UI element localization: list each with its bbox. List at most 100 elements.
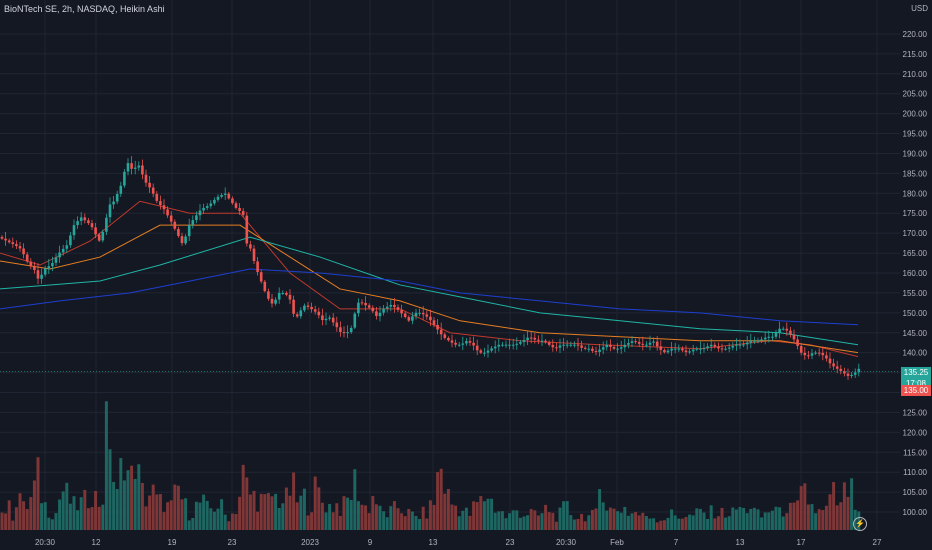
price-axis[interactable]: 100.00105.00110.00115.00120.00125.00130.… [903, 30, 928, 517]
volume-bar [90, 507, 94, 530]
candle-body [385, 306, 389, 309]
candle-body [144, 174, 148, 183]
y-tick-label: 120.00 [903, 428, 928, 437]
x-tick-label: 27 [873, 538, 882, 547]
volume-bar [634, 512, 638, 530]
time-axis[interactable]: 20:30 12 19 23 2023 9 13 23 20:30 Feb 7 13 17 27 [35, 538, 882, 547]
volume-bar [468, 515, 472, 530]
x-tick-label: 17 [797, 538, 806, 547]
candle-body [54, 257, 58, 263]
candle-body [159, 201, 162, 206]
candle-body [137, 165, 141, 168]
candle-body [25, 254, 29, 262]
candle-body [648, 342, 652, 345]
candle-body [209, 203, 213, 207]
symbol-legend[interactable]: BioNTech SE, 2h, NASDAQ, Heikin Ashi [4, 4, 165, 14]
volume-bar [194, 501, 198, 530]
lightning-icon[interactable]: ⚡ [853, 517, 867, 531]
volume-bar [137, 464, 141, 530]
volume-bar [374, 504, 378, 530]
volume-bar [792, 502, 796, 530]
candle-body [108, 204, 112, 218]
candle-body [587, 348, 591, 350]
candle-body [803, 352, 807, 356]
volume-bar [302, 488, 306, 530]
candle-body [483, 352, 486, 354]
volume-bar [58, 499, 62, 530]
volume-bar [814, 513, 818, 530]
candle-body [504, 344, 508, 346]
volume-bar [439, 468, 443, 530]
x-tick-label: 23 [506, 538, 515, 547]
candle-body [33, 266, 36, 270]
volume-bar [418, 519, 422, 530]
volume-bar [569, 515, 573, 530]
candle-body [573, 344, 576, 346]
volume-bar [522, 516, 526, 530]
candle-body [465, 341, 468, 344]
candle-body [555, 347, 558, 349]
candle-body [11, 242, 15, 245]
x-tick-label: 13 [736, 538, 745, 547]
candle-body [486, 350, 490, 353]
volume-bar [187, 520, 191, 530]
candle-body [292, 299, 295, 314]
volume-bar [112, 481, 116, 530]
candle-body [180, 236, 184, 244]
candle-body [540, 340, 544, 342]
volume-bar [500, 511, 504, 530]
candle-body [745, 342, 749, 345]
candle-body [252, 248, 256, 262]
volume-bar [720, 507, 724, 530]
candle-body [281, 292, 285, 294]
candle-body [76, 221, 79, 226]
candle-body [699, 348, 702, 350]
candle-body [497, 344, 501, 347]
candle-body [169, 215, 173, 222]
volume-bar [414, 515, 418, 530]
volume-bar [0, 512, 4, 530]
candle-body [616, 348, 619, 350]
volume-bar [558, 507, 562, 530]
candle-body [655, 341, 659, 347]
volume-bar [421, 506, 425, 530]
volume-bar [781, 516, 785, 530]
candle-body [342, 332, 346, 334]
candle-body [195, 215, 198, 221]
volume-bar [270, 496, 274, 530]
candle-body [677, 348, 681, 350]
candle-body [475, 345, 479, 351]
candle-body [105, 217, 108, 232]
volume-bar [742, 507, 746, 530]
candle-body [288, 294, 292, 300]
candle-body [432, 320, 436, 325]
candle-body [767, 336, 771, 338]
volume-bar [400, 513, 404, 530]
y-tick-label: 160.00 [903, 269, 928, 278]
volume-bar [130, 465, 134, 530]
candle-body [666, 350, 670, 353]
volume-bar [835, 505, 839, 530]
volume-bar [756, 509, 760, 530]
volume-bar [284, 487, 288, 530]
volume-bar [288, 495, 292, 530]
volume-bar [234, 514, 238, 530]
candle-body [155, 193, 159, 201]
candle-body [742, 344, 745, 346]
currency-label[interactable]: USD [911, 4, 928, 13]
volume-bar [40, 503, 44, 530]
volume-bar [428, 500, 432, 530]
candle-body [753, 340, 756, 342]
candle-body [198, 210, 202, 216]
candle-body [202, 207, 205, 211]
candle-body [29, 261, 33, 267]
candle-body [825, 355, 828, 359]
volume-bar [443, 493, 447, 530]
volume-bar [396, 508, 400, 530]
chart-grid [0, 0, 900, 530]
volume-bar [475, 502, 479, 530]
volume-bar [353, 469, 357, 530]
volume-bar [371, 496, 375, 530]
candle-body [407, 317, 411, 321]
